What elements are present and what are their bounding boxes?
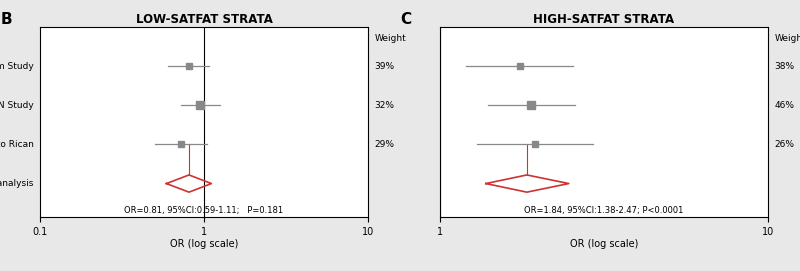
Text: GOLDN Study: GOLDN Study xyxy=(0,101,34,110)
Text: Framingham Study: Framingham Study xyxy=(0,62,34,71)
Text: C: C xyxy=(401,12,412,27)
X-axis label: OR (log scale): OR (log scale) xyxy=(170,239,238,249)
Title: HIGH-SATFAT STRATA: HIGH-SATFAT STRATA xyxy=(534,13,674,26)
Text: 38%: 38% xyxy=(774,62,794,71)
Text: Weight: Weight xyxy=(374,34,406,43)
Title: LOW-SATFAT STRATA: LOW-SATFAT STRATA xyxy=(135,13,273,26)
X-axis label: OR (log scale): OR (log scale) xyxy=(570,239,638,249)
Text: 26%: 26% xyxy=(774,140,794,149)
Text: 32%: 32% xyxy=(374,101,394,110)
Text: 46%: 46% xyxy=(774,101,794,110)
Text: Meta-analysis: Meta-analysis xyxy=(0,179,34,188)
Text: B: B xyxy=(1,12,12,27)
Text: Weight: Weight xyxy=(774,34,800,43)
Text: 39%: 39% xyxy=(374,62,394,71)
Text: 29%: 29% xyxy=(374,140,394,149)
Text: Boston-Puerto Rican: Boston-Puerto Rican xyxy=(0,140,34,149)
Text: OR=1.84, 95%CI:1.38-2.47; P<0.0001: OR=1.84, 95%CI:1.38-2.47; P<0.0001 xyxy=(524,206,684,215)
Text: OR=0.81, 95%CI:0.59-1.11;   P=0.181: OR=0.81, 95%CI:0.59-1.11; P=0.181 xyxy=(125,206,283,215)
